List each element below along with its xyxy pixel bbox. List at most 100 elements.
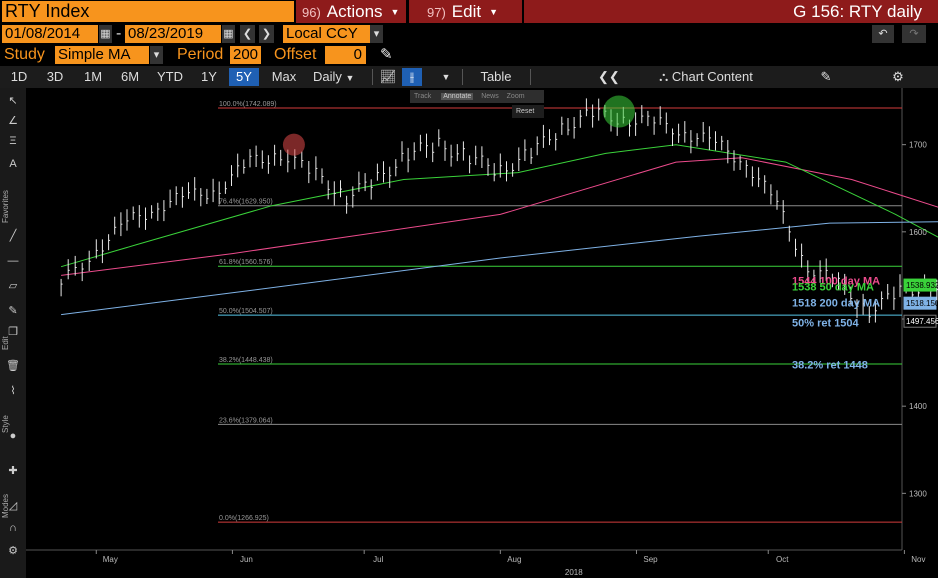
period-1y[interactable]: 1Y [201, 69, 217, 84]
study-label: Study [4, 46, 45, 63]
offset-label: Offset [274, 46, 317, 63]
redo-icon[interactable]: ↷ [902, 25, 926, 43]
period-1d[interactable]: 1D [10, 69, 28, 84]
gear-icon[interactable]: ⚙ [892, 69, 904, 84]
calendar-icon[interactable]: ▦ [222, 25, 235, 43]
y-tick-label: 1700 [909, 141, 927, 150]
pen-icon[interactable]: ✎ [8, 305, 18, 317]
reset-label: Reset [516, 108, 535, 115]
highlight-circle [282, 133, 305, 156]
edit-menu[interactable]: 97) Edit ▼ [409, 0, 522, 23]
line-icon[interactable]: ╱ [9, 230, 17, 242]
trendline-icon[interactable]: ∠ [8, 115, 18, 127]
zoom-button[interactable]: Zoom [506, 93, 525, 100]
ma-annotation: 1544 100 day MA [792, 276, 880, 288]
highlight-circle [602, 95, 635, 128]
news-button[interactable]: News [481, 93, 499, 100]
chevron-down-icon[interactable]: ▾ [150, 46, 163, 64]
track-button[interactable]: Track [414, 93, 432, 100]
channel-icon[interactable]: ▱ [8, 280, 18, 292]
fib-label: 61.8%(1560.576) [219, 259, 273, 266]
x-tick-label: Sep [643, 555, 658, 564]
ma-annotation: 1538 50 day MA [792, 282, 874, 294]
end-date-field[interactable]: 08/23/2019 [125, 25, 221, 43]
x-tick-label: Jul [373, 555, 383, 564]
chart-area[interactable]: 100.0%(1742.089) 76.4%(1629.950) 61.8%(156… [26, 88, 938, 578]
trash-icon[interactable]: 🗑︎ [6, 360, 20, 372]
color-icon[interactable]: ● [9, 430, 17, 442]
chart-content-icon: ⛬ [659, 69, 669, 84]
fib-label: 38.2%(1448.438) [219, 357, 273, 364]
series-line [60, 144, 938, 268]
offset-field[interactable]: 0 [325, 46, 366, 64]
pencil-icon[interactable]: ✎ [380, 46, 393, 63]
magnet-icon[interactable]: ∩ [9, 522, 17, 534]
period-5y[interactable]: 5Y [229, 68, 259, 86]
chevron-down-icon: ▼ [345, 73, 355, 83]
chevron-down-icon[interactable]: ▾ [370, 25, 383, 43]
study-select[interactable]: Simple MA [55, 46, 149, 64]
period-ytd[interactable]: YTD [157, 69, 183, 84]
next-arrow-icon[interactable]: ❯ [259, 25, 274, 43]
period-6m[interactable]: 6M [120, 69, 140, 84]
chart-content-button[interactable]: ⛬ Chart Content [648, 68, 764, 86]
undo-icon[interactable]: ↶ [872, 25, 894, 43]
price-tag-label: 1497.456 [906, 317, 938, 326]
start-date-field[interactable]: 01/08/2014 [2, 25, 98, 43]
divider [462, 69, 463, 85]
period-3d[interactable]: 3D [46, 69, 64, 84]
edit-label: Edit [1, 336, 10, 350]
price-tag [903, 278, 937, 292]
actions-label: Actions [326, 2, 383, 21]
divider [372, 69, 373, 85]
annotate-button[interactable]: Annotate [441, 93, 474, 100]
line-chart-icon[interactable]: 📈︎ [379, 69, 397, 84]
chevron-down-icon[interactable]: ▼ [441, 72, 451, 82]
fib-label: 50.0%(1504.507) [219, 308, 273, 315]
x-tick-label: Oct [776, 555, 789, 564]
actions-menu[interactable]: 96) Actions ▼ [296, 0, 406, 23]
settings-icon[interactable]: ⚙ [8, 545, 18, 557]
period-field[interactable]: 200 [230, 46, 261, 64]
x-tick-label: Jun [240, 555, 253, 564]
ruler-icon[interactable]: ◿ [8, 500, 18, 512]
edit-label: Edit [451, 2, 482, 21]
cursor-icon[interactable]: ↖ [8, 95, 18, 107]
y-tick-label: 1300 [909, 489, 927, 498]
series-line [61, 221, 938, 316]
ticker-field[interactable]: RTY Index [2, 1, 294, 22]
x-tick-label: Nov [911, 555, 925, 564]
x-tick-label: Aug [507, 555, 521, 564]
price-tag [903, 296, 937, 310]
study-bar: Study Simple MA ▾ Period 200 Offset 0 ✎ [0, 45, 938, 66]
reset-button[interactable]: Reset [512, 105, 544, 118]
collapse-icon[interactable]: ❮❮ [598, 69, 620, 84]
period-1m[interactable]: 1M [83, 69, 103, 84]
text-icon[interactable]: A [9, 158, 17, 170]
crosshair-icon[interactable]: ✚ [8, 465, 18, 477]
fib-label: 0.0%(1266.925) [219, 515, 269, 522]
calendar-icon[interactable]: ▦ [99, 25, 112, 43]
price-tag-label: 1518.150 [906, 299, 938, 308]
period-max[interactable]: Max [271, 69, 297, 84]
frequency-select[interactable]: Daily ▼ [309, 68, 367, 86]
drawing-toolbox: ↖ ∠ Ξ A Favorites ╱ — ▱ ✎ ❐ Edit 🗑︎ ⌇ St… [0, 88, 26, 578]
top-bar: RTY Index 96) Actions ▼ 97) Edit ▼ G 156: RT… [0, 0, 938, 23]
brush-icon[interactable]: ⌇ [10, 385, 16, 397]
x-tick-label: May [103, 555, 118, 564]
prev-arrow-icon[interactable]: ❮ [240, 25, 255, 43]
currency-select[interactable]: Local CCY [283, 25, 370, 43]
horizontal-line-icon[interactable]: — [7, 255, 19, 267]
ma-annotation: 1518 200 day MA [792, 297, 880, 309]
y-tick-label: 1400 [909, 402, 927, 411]
fibonacci-icon[interactable]: Ξ [9, 135, 17, 147]
date-dash: - [116, 25, 122, 42]
bar-chart-icon[interactable]: ⫲ [402, 68, 422, 86]
edit-icon[interactable]: ✎ [820, 69, 832, 84]
period-label: Period [177, 46, 224, 63]
price-tag-label: 1538.932 [906, 281, 938, 290]
table-button[interactable]: Table [480, 69, 512, 84]
period-toolbar: 1D 3D 1M 6M YTD 1Y 5Y Max Daily ▼ 📈︎ ⫲ ▼… [0, 66, 938, 88]
copy-icon[interactable]: ❐ [8, 326, 18, 338]
fib-label: 76.4%(1629.950) [219, 199, 273, 206]
